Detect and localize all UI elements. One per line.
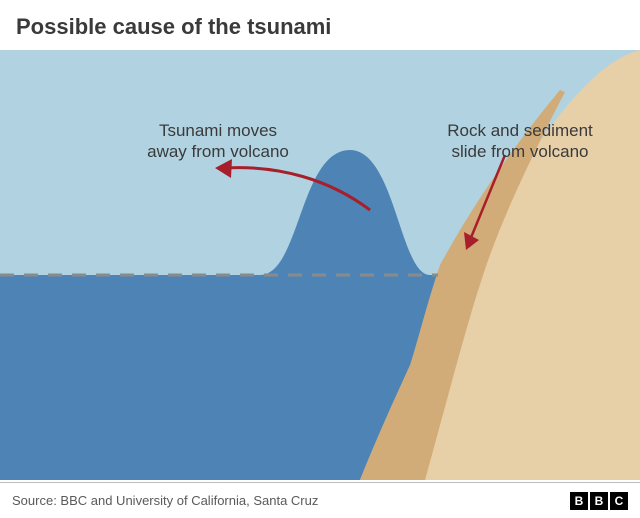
diagram-svg bbox=[0, 50, 640, 480]
tsunami-annotation: Tsunami moves away from volcano bbox=[118, 120, 318, 163]
page-title: Possible cause of the tsunami bbox=[16, 14, 331, 40]
rockslide-annotation-line1: Rock and sediment bbox=[447, 121, 593, 140]
bbc-logo-b2: B bbox=[590, 492, 608, 510]
bbc-logo-b1: B bbox=[570, 492, 588, 510]
tsunami-annotation-line1: Tsunami moves bbox=[159, 121, 277, 140]
footer-bar: Source: BBC and University of California… bbox=[0, 482, 640, 518]
rockslide-annotation-line2: slide from volcano bbox=[451, 142, 588, 161]
infographic-container: Possible cause of the tsunami Tsunami mo… bbox=[0, 0, 640, 518]
diagram-area: Tsunami moves away from volcano Rock and… bbox=[0, 50, 640, 480]
tsunami-annotation-line2: away from volcano bbox=[147, 142, 289, 161]
rockslide-annotation: Rock and sediment slide from volcano bbox=[420, 120, 620, 163]
source-text: Source: BBC and University of California… bbox=[12, 493, 318, 508]
bbc-logo: B B C bbox=[570, 492, 628, 510]
bbc-logo-c: C bbox=[610, 492, 628, 510]
